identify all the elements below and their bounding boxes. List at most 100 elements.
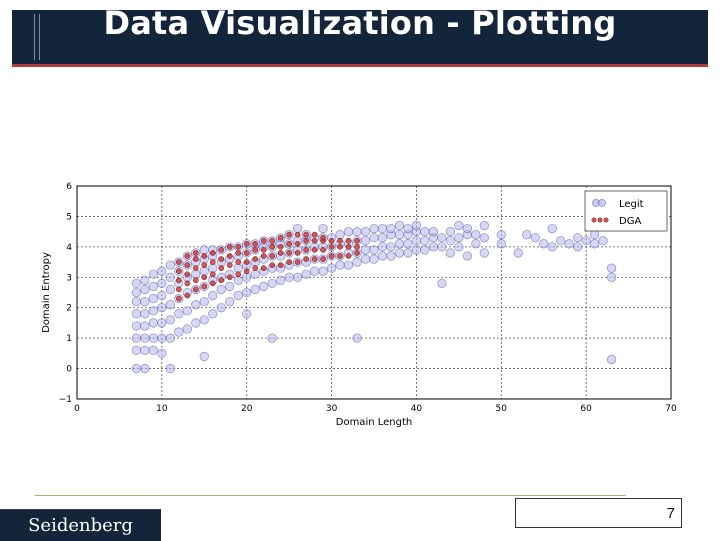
- legit-point: [165, 260, 175, 270]
- legit-point: [403, 248, 413, 258]
- dga-point: [243, 268, 250, 275]
- legit-point: [199, 266, 209, 276]
- dga-point: [269, 253, 276, 259]
- title-bar-divider: [34, 14, 35, 60]
- page-number-box: 7: [515, 498, 682, 528]
- dga-point: [201, 274, 208, 281]
- legit-point: [420, 226, 430, 237]
- legit-point: [225, 296, 235, 307]
- y-tick-label: 1: [66, 334, 72, 344]
- legit-point: [233, 290, 243, 301]
- dga-point: [184, 271, 191, 278]
- legit-point: [437, 278, 447, 289]
- legit-point: [352, 333, 362, 343]
- dga-point: [226, 253, 233, 259]
- legit-point: [157, 303, 167, 313]
- legit-point: [191, 318, 201, 328]
- dga-point: [175, 259, 182, 265]
- y-axis-label: Domain Entropy: [41, 252, 52, 333]
- legit-point: [165, 272, 175, 282]
- dga-point: [337, 244, 343, 250]
- dga-point: [184, 262, 191, 268]
- dga-point: [320, 256, 326, 262]
- legit-point: [216, 284, 226, 295]
- legit-point: [573, 233, 583, 243]
- y-tick-label: 3: [66, 273, 72, 283]
- legit-point: [318, 266, 328, 276]
- page-number: 7: [666, 505, 675, 522]
- legit-point: [420, 245, 430, 255]
- legit-point: [309, 266, 320, 276]
- dga-point: [269, 262, 276, 268]
- y-tick-label: 5: [66, 212, 72, 222]
- legit-point: [131, 321, 142, 331]
- legit-point: [411, 220, 422, 231]
- legit-point: [335, 230, 345, 240]
- legit-point: [148, 318, 159, 328]
- legit-point: [131, 333, 142, 343]
- dga-point: [277, 262, 284, 268]
- dga-point: [328, 253, 335, 259]
- legit-point: [437, 233, 447, 243]
- legit-point: [165, 284, 175, 295]
- legit-point: [581, 236, 591, 246]
- dga-point: [192, 277, 199, 284]
- dga-point: [354, 237, 360, 244]
- slide-title: Data Visualization - Plotting: [103, 4, 617, 42]
- legit-point: [496, 239, 506, 249]
- x-tick-label: 50: [496, 404, 508, 414]
- legit-point: [208, 309, 218, 319]
- dga-point: [269, 237, 276, 244]
- dga-point: [218, 277, 225, 284]
- legit-point: [199, 245, 209, 255]
- legend-dga-marker: [591, 217, 597, 223]
- dga-point: [286, 240, 292, 247]
- dga-point: [252, 247, 259, 253]
- legit-point: [242, 287, 252, 298]
- legit-point: [225, 281, 235, 292]
- legit-point: [140, 309, 150, 319]
- legit-point: [157, 266, 167, 276]
- legit-point: [157, 333, 167, 343]
- legit-point: [471, 230, 481, 240]
- legit-point: [386, 251, 396, 261]
- legit-point: [377, 242, 388, 252]
- dga-point: [226, 274, 233, 281]
- legit-point: [369, 233, 379, 243]
- dga-point: [209, 250, 216, 256]
- legit-point: [292, 223, 303, 234]
- legit-point: [157, 278, 167, 289]
- dga-point: [260, 237, 267, 244]
- dga-point: [354, 250, 360, 256]
- legit-point: [233, 275, 243, 285]
- dga-point: [277, 250, 284, 256]
- legit-point: [454, 242, 464, 252]
- legit-point: [199, 296, 209, 307]
- legit-point: [386, 242, 396, 252]
- legit-point: [530, 233, 540, 243]
- legit-point: [547, 223, 557, 234]
- legit-point: [539, 239, 549, 249]
- legit-point: [140, 363, 150, 374]
- x-tick-label: 30: [326, 404, 338, 414]
- scatter-chart: 0 10 20 30 40 50 60 70 −1 0 1 2 3 4 5 6 Domain Length Dom…: [30, 172, 690, 440]
- legit-point: [148, 306, 159, 316]
- dga-point: [175, 268, 182, 275]
- legit-point: [250, 269, 260, 279]
- dga-point: [235, 259, 242, 265]
- legit-point: [403, 223, 413, 234]
- legit-point: [445, 236, 456, 246]
- dga-point: [243, 250, 250, 256]
- plot-area: [77, 186, 671, 399]
- legit-point: [267, 333, 277, 343]
- legit-point: [165, 333, 175, 343]
- legit-point: [360, 254, 371, 264]
- legit-point: [343, 260, 354, 270]
- legit-point: [131, 287, 142, 298]
- x-tick-label: 40: [411, 404, 423, 414]
- legit-point: [411, 236, 422, 246]
- legit-point: [131, 278, 142, 289]
- x-axis-label: Domain Length: [336, 417, 412, 428]
- footer-rule: [35, 495, 626, 496]
- legit-point: [165, 300, 175, 310]
